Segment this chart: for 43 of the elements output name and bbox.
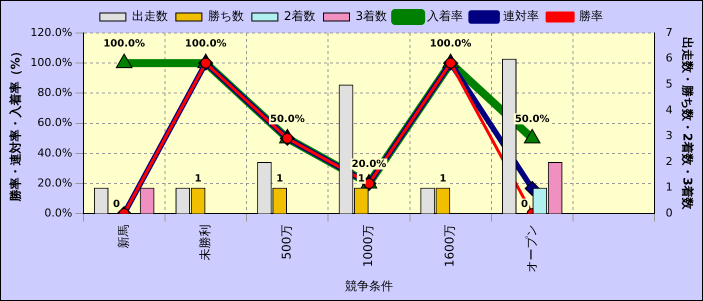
x-tick-label: 新馬 [116, 224, 130, 249]
x-tick-label: 500万 [279, 224, 294, 260]
data-label: 100.0% [430, 38, 472, 50]
data-label: 100.0% [103, 38, 145, 50]
y-tick-label: 120.0% [30, 26, 72, 39]
y-tick-label: 0.0% [44, 206, 72, 220]
y-tick-label: 60.0% [37, 116, 72, 130]
legend-label: 勝率 [579, 9, 604, 24]
y2-tick-label: 7 [666, 26, 673, 39]
x-tick-label: 未勝利 [198, 224, 212, 261]
y2-tick-label: 1 [666, 180, 673, 194]
y2-axis-title: 出走数・勝ち数・2着数・3着数 [680, 36, 695, 211]
data-label: 20.0% [352, 159, 386, 170]
data-label: 50.0% [270, 114, 305, 125]
y2-tick-label: 0 [666, 206, 673, 220]
data-label: 50.0% [514, 114, 550, 125]
y2-tick-label: 4 [666, 103, 673, 116]
legend-label: 出走数 [132, 9, 168, 24]
legend-label: 3着数 [356, 9, 388, 24]
data-label: 1 [276, 173, 284, 184]
data-label: 1 [358, 173, 365, 184]
data-label: 1 [439, 173, 446, 184]
legend-label: 勝ち数 [208, 9, 244, 24]
y-tick-label: 80.0% [37, 86, 72, 100]
y2-tick-label: 6 [666, 52, 673, 65]
data-label: 100.0% [184, 38, 227, 50]
data-label: 0 [113, 199, 120, 210]
x-tick-label: オープン [524, 224, 538, 273]
y-tick-label: 40.0% [37, 146, 72, 160]
x-tick-label: 1000万 [361, 224, 376, 268]
legend-label: 2着数 [284, 9, 316, 24]
legend-label: 連対率 [503, 9, 540, 24]
x-axis-title: 競争条件 [344, 278, 393, 293]
x-tick-label: 1600万 [442, 224, 457, 268]
data-label: 0 [521, 199, 528, 210]
y2-tick-label: 5 [666, 77, 673, 90]
legend-label: 入着率 [427, 9, 464, 24]
y2-tick-label: 3 [666, 129, 673, 142]
data-label: 1 [194, 173, 202, 184]
y-tick-label: 100.0% [30, 56, 72, 69]
y-axis-title: 勝率・連対率・入着率（%） [8, 45, 22, 202]
y-tick-label: 20.0% [37, 176, 72, 190]
y2-tick-label: 2 [666, 154, 673, 168]
